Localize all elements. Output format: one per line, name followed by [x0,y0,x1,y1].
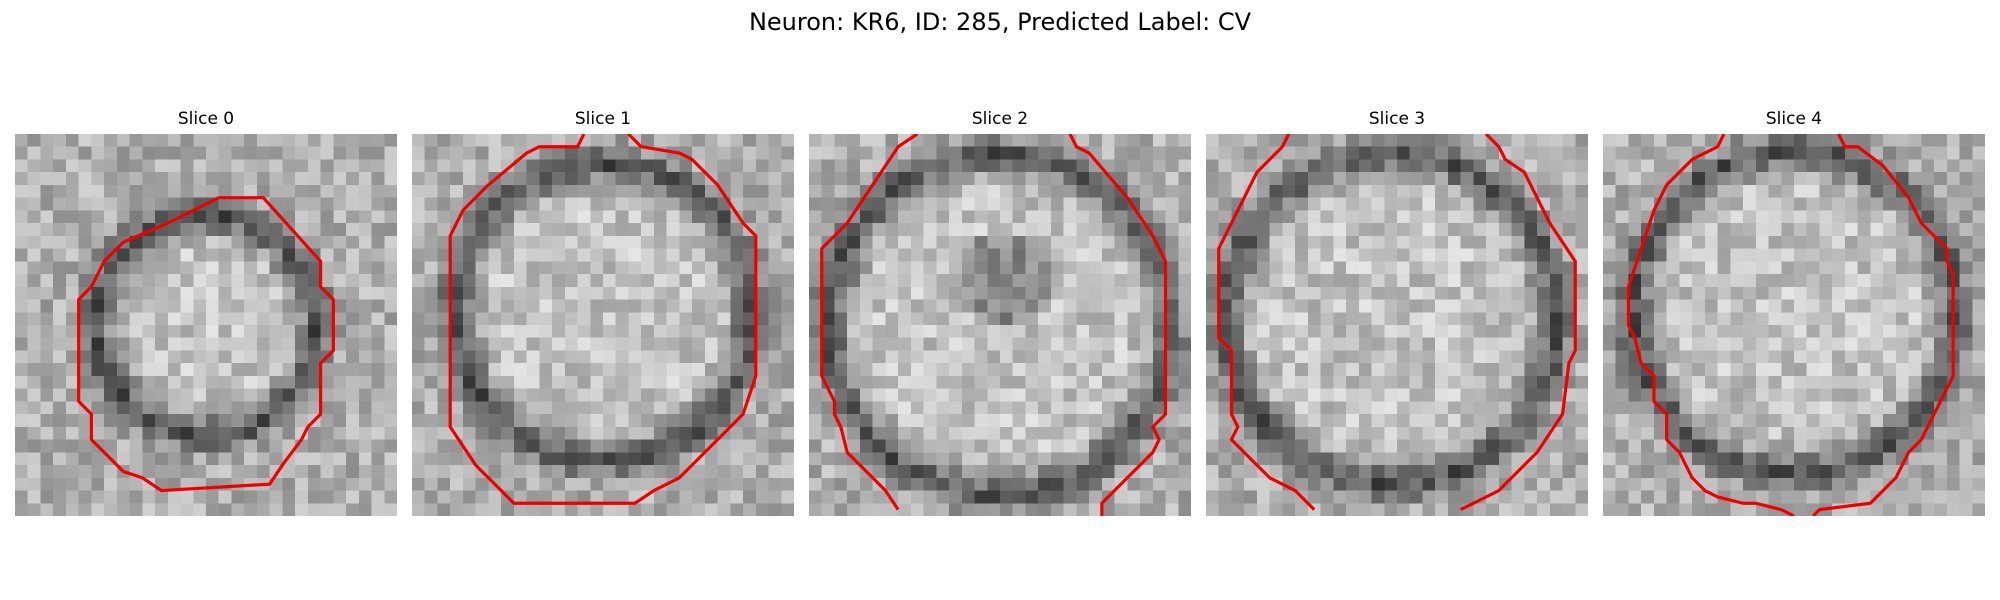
slice-2-pixels [809,134,1191,516]
figure-title: Neuron: KR6, ID: 285, Predicted Label: C… [748,8,1252,36]
slice-0-title: Slice 0 [177,109,235,129]
slice-3-pixels [1206,134,1588,516]
slice-3-title: Slice 3 [1368,109,1426,129]
slice-3-contour [1217,134,1316,511]
slice-4-image [1603,134,1985,516]
slice-4-contour [1626,134,1795,516]
slice-1-image [412,134,794,516]
slice-2-contour [820,134,919,511]
slice-1-pixels [412,134,794,516]
slice-4-pixels [1603,134,1985,516]
slice-2-image [809,134,1191,516]
slice-0-pixels [15,134,397,516]
slice-4-title: Slice 4 [1765,109,1823,129]
slice-3-contour-right [1459,134,1577,512]
slice-1-contour [448,134,758,505]
slice-3-image [1206,134,1588,516]
slice-0-contour [77,196,335,493]
slice-1-title: Slice 1 [574,109,632,129]
slice-0-image [15,134,397,516]
slice-4-contour-right [1811,134,1955,516]
slice-2-contour-right [1068,134,1168,516]
slice-2-title: Slice 2 [971,109,1029,129]
